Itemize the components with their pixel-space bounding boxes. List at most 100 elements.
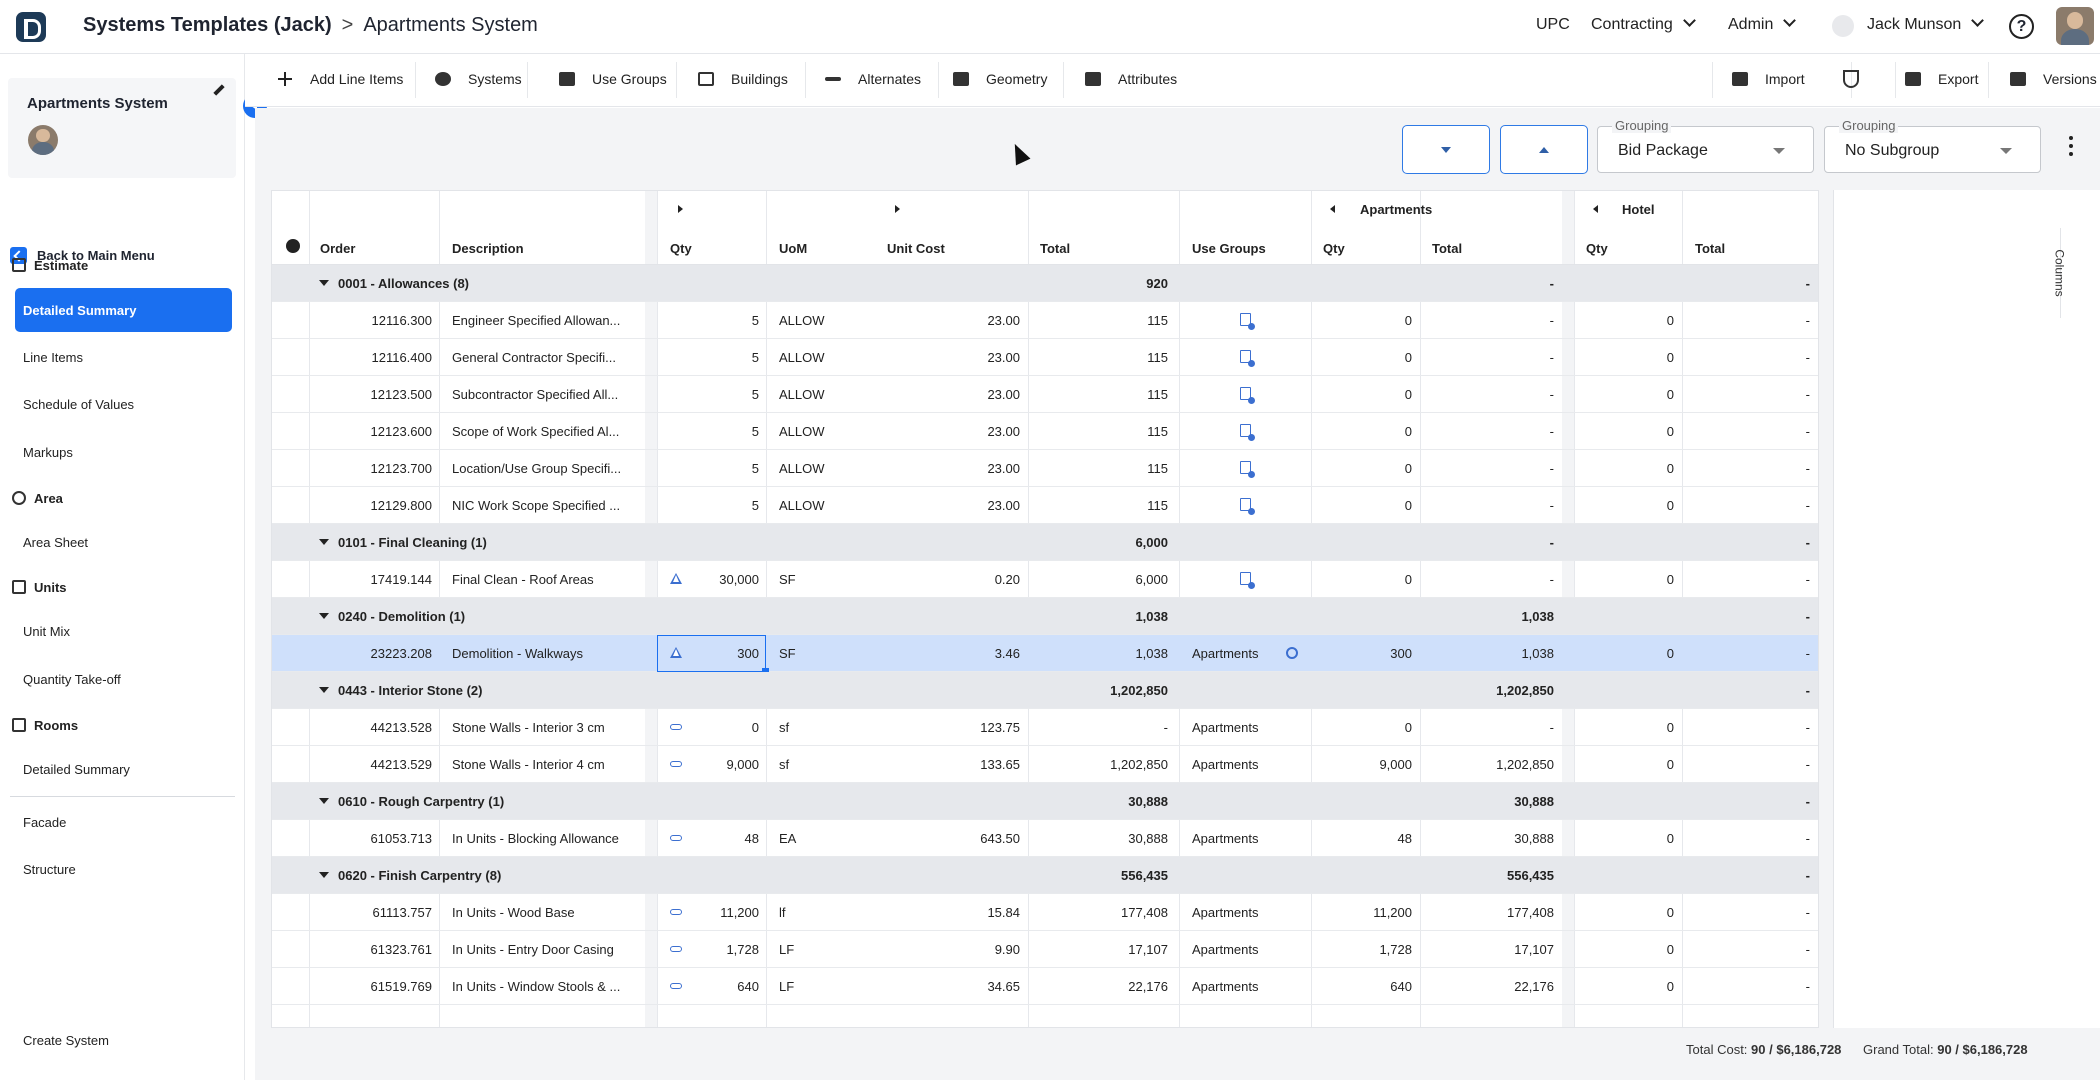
unit-cost-cell[interactable]: 23.00: [987, 350, 1020, 365]
table-row[interactable]: 44213.528 Stone Walls - Interior 3 cm 0 sf 1…: [272, 709, 1818, 746]
group-row[interactable]: 0001 - Allowances (8) 920 - -: [272, 265, 1818, 302]
header-apartments-qty[interactable]: Qty: [1323, 241, 1345, 256]
unit-cost-cell[interactable]: 9.90: [994, 942, 1020, 957]
table-row[interactable]: 23223.208 Demolition - Walkways 300 SF 3.46 1…: [272, 635, 1818, 675]
total-cell[interactable]: 1,038: [1135, 646, 1168, 661]
unit-cost-cell[interactable]: 23.00: [987, 387, 1020, 402]
total-cell[interactable]: 115: [1147, 313, 1168, 328]
group-total[interactable]: 30,888: [1128, 794, 1168, 809]
hotel-qty-cell[interactable]: 0: [1666, 424, 1674, 439]
qty-cell[interactable]: 48: [744, 831, 759, 846]
use-groups-cell[interactable]: Apartments: [1192, 942, 1259, 957]
link-icon[interactable]: [670, 983, 682, 989]
description-cell[interactable]: Scope of Work Specified Al...: [452, 424, 620, 439]
use-groups-cell[interactable]: Apartments: [1192, 646, 1259, 661]
stethoscope-icon[interactable]: [1843, 70, 1859, 88]
grouping-select[interactable]: Grouping Bid Package: [1597, 118, 1814, 173]
unit-cost-cell[interactable]: 23.00: [987, 461, 1020, 476]
group-label[interactable]: 0001 - Allowances (8): [338, 276, 470, 291]
uom-cell[interactable]: ALLOW: [779, 461, 825, 476]
group-label[interactable]: 0240 - Demolition (1): [338, 609, 466, 624]
apartments-qty-cell[interactable]: 0: [1404, 387, 1412, 402]
hotel-total-cell[interactable]: -: [1805, 350, 1810, 365]
sidebar-item-quantity-takeoff[interactable]: Quantity Take-off: [23, 672, 121, 687]
group-total[interactable]: 6,000: [1135, 535, 1168, 550]
header-total[interactable]: Total: [1040, 241, 1071, 256]
table-row[interactable]: 44213.529 Stone Walls - Interior 4 cm 9,00…: [272, 746, 1818, 783]
header-hotel-total[interactable]: Total: [1695, 241, 1726, 256]
link-icon[interactable]: [670, 946, 682, 952]
hotel-qty-cell[interactable]: 0: [1666, 646, 1674, 661]
header-qty[interactable]: Qty: [670, 241, 692, 256]
qty-cell[interactable]: 300: [737, 646, 759, 661]
sidebar-item-rooms-detailed-summary[interactable]: Detailed Summary: [23, 762, 130, 777]
total-cell[interactable]: 22,176: [1128, 979, 1168, 994]
unit-cost-cell[interactable]: 23.00: [987, 498, 1020, 513]
hotel-total-cell[interactable]: -: [1805, 424, 1810, 439]
caret-down-icon[interactable]: [319, 280, 329, 286]
sidebar-item-line-items[interactable]: Line Items: [23, 350, 83, 365]
uom-cell[interactable]: SF: [779, 572, 796, 587]
expand-cost-columns-icon[interactable]: [678, 205, 683, 213]
use-groups-cell[interactable]: Apartments: [1192, 831, 1259, 846]
hotel-qty-cell[interactable]: 0: [1666, 831, 1674, 846]
unit-cost-cell[interactable]: 133.65: [980, 757, 1020, 772]
qty-cell[interactable]: 640: [737, 979, 759, 994]
unit-cost-cell[interactable]: 34.65: [987, 979, 1020, 994]
apartments-total-cell[interactable]: -: [1549, 387, 1554, 402]
total-cell[interactable]: 115: [1147, 424, 1168, 439]
add-line-items-button[interactable]: Add Line Items: [277, 71, 403, 87]
apartments-total-cell[interactable]: 17,107: [1514, 942, 1554, 957]
expand-all-groups-button[interactable]: [1500, 125, 1588, 174]
group-hotel-total[interactable]: -: [1805, 609, 1810, 624]
order-cell[interactable]: 12116.300: [371, 313, 433, 328]
total-cell[interactable]: 115: [1147, 387, 1168, 402]
group-row[interactable]: 0101 - Final Cleaning (1) 6,000 - -: [272, 524, 1818, 561]
apartments-total-cell[interactable]: -: [1549, 720, 1554, 735]
qty-cell[interactable]: 30,000: [719, 572, 759, 587]
qty-cell[interactable]: 1,728: [726, 942, 759, 957]
apartments-qty-cell[interactable]: 0: [1404, 572, 1412, 587]
description-cell[interactable]: General Contractor Specifi...: [452, 350, 617, 365]
header-description[interactable]: Description: [452, 241, 524, 256]
order-cell[interactable]: 12123.500: [370, 387, 432, 402]
hotel-total-cell[interactable]: -: [1805, 313, 1810, 328]
group-apartments-total[interactable]: -: [1549, 276, 1554, 291]
caret-down-icon[interactable]: [319, 798, 329, 804]
total-cell[interactable]: 17,107: [1128, 942, 1168, 957]
target-icon[interactable]: [1286, 647, 1298, 659]
hotel-total-cell[interactable]: -: [1805, 646, 1810, 661]
total-cell[interactable]: 6,000: [1135, 572, 1168, 587]
table-row[interactable]: 12116.300 Engineer Specified Allowan... 5 A…: [272, 302, 1818, 339]
order-cell[interactable]: 61113.757: [372, 905, 432, 920]
description-cell[interactable]: Stone Walls - Interior 4 cm: [452, 757, 605, 772]
subgroup-select[interactable]: Grouping No Subgroup: [1824, 118, 2041, 173]
description-cell[interactable]: NIC Work Scope Specified ...: [452, 498, 621, 513]
uom-cell[interactable]: SF: [779, 646, 796, 661]
group-total[interactable]: 556,435: [1121, 868, 1168, 883]
apartments-total-cell[interactable]: -: [1549, 313, 1554, 328]
table-row[interactable]: 12123.700 Location/Use Group Specifi... 5 A…: [272, 450, 1818, 487]
group-label[interactable]: 0101 - Final Cleaning (1): [338, 535, 487, 550]
uom-cell[interactable]: ALLOW: [779, 424, 825, 439]
use-group-assign-icon[interactable]: [1240, 387, 1255, 404]
group-hotel-total[interactable]: -: [1805, 794, 1810, 809]
hotel-total-cell[interactable]: -: [1805, 942, 1810, 957]
unit-cost-cell[interactable]: 15.84: [987, 905, 1020, 920]
hotel-total-cell[interactable]: -: [1805, 720, 1810, 735]
sidebar-item-area-sheet[interactable]: Area Sheet: [23, 535, 89, 550]
qty-cell[interactable]: 11,200: [720, 905, 759, 920]
use-groups-cell[interactable]: Apartments: [1192, 979, 1259, 994]
header-use-groups[interactable]: Use Groups: [1192, 241, 1266, 256]
unit-cost-cell[interactable]: 23.00: [987, 424, 1020, 439]
group-row[interactable]: 0620 - Finish Carpentry (8) 556,435 556,43…: [272, 857, 1818, 894]
link-icon[interactable]: [670, 761, 682, 767]
description-cell[interactable]: Final Clean - Roof Areas: [452, 572, 594, 587]
hotel-total-cell[interactable]: -: [1805, 831, 1810, 846]
group-hotel-total[interactable]: -: [1805, 683, 1810, 698]
hotel-qty-cell[interactable]: 0: [1666, 572, 1674, 587]
formula-icon[interactable]: [670, 647, 682, 658]
sidebar-item-unit-mix[interactable]: Unit Mix: [23, 624, 70, 639]
collapse-hotel-icon[interactable]: [1593, 205, 1598, 213]
qty-cell[interactable]: 5: [751, 387, 759, 402]
